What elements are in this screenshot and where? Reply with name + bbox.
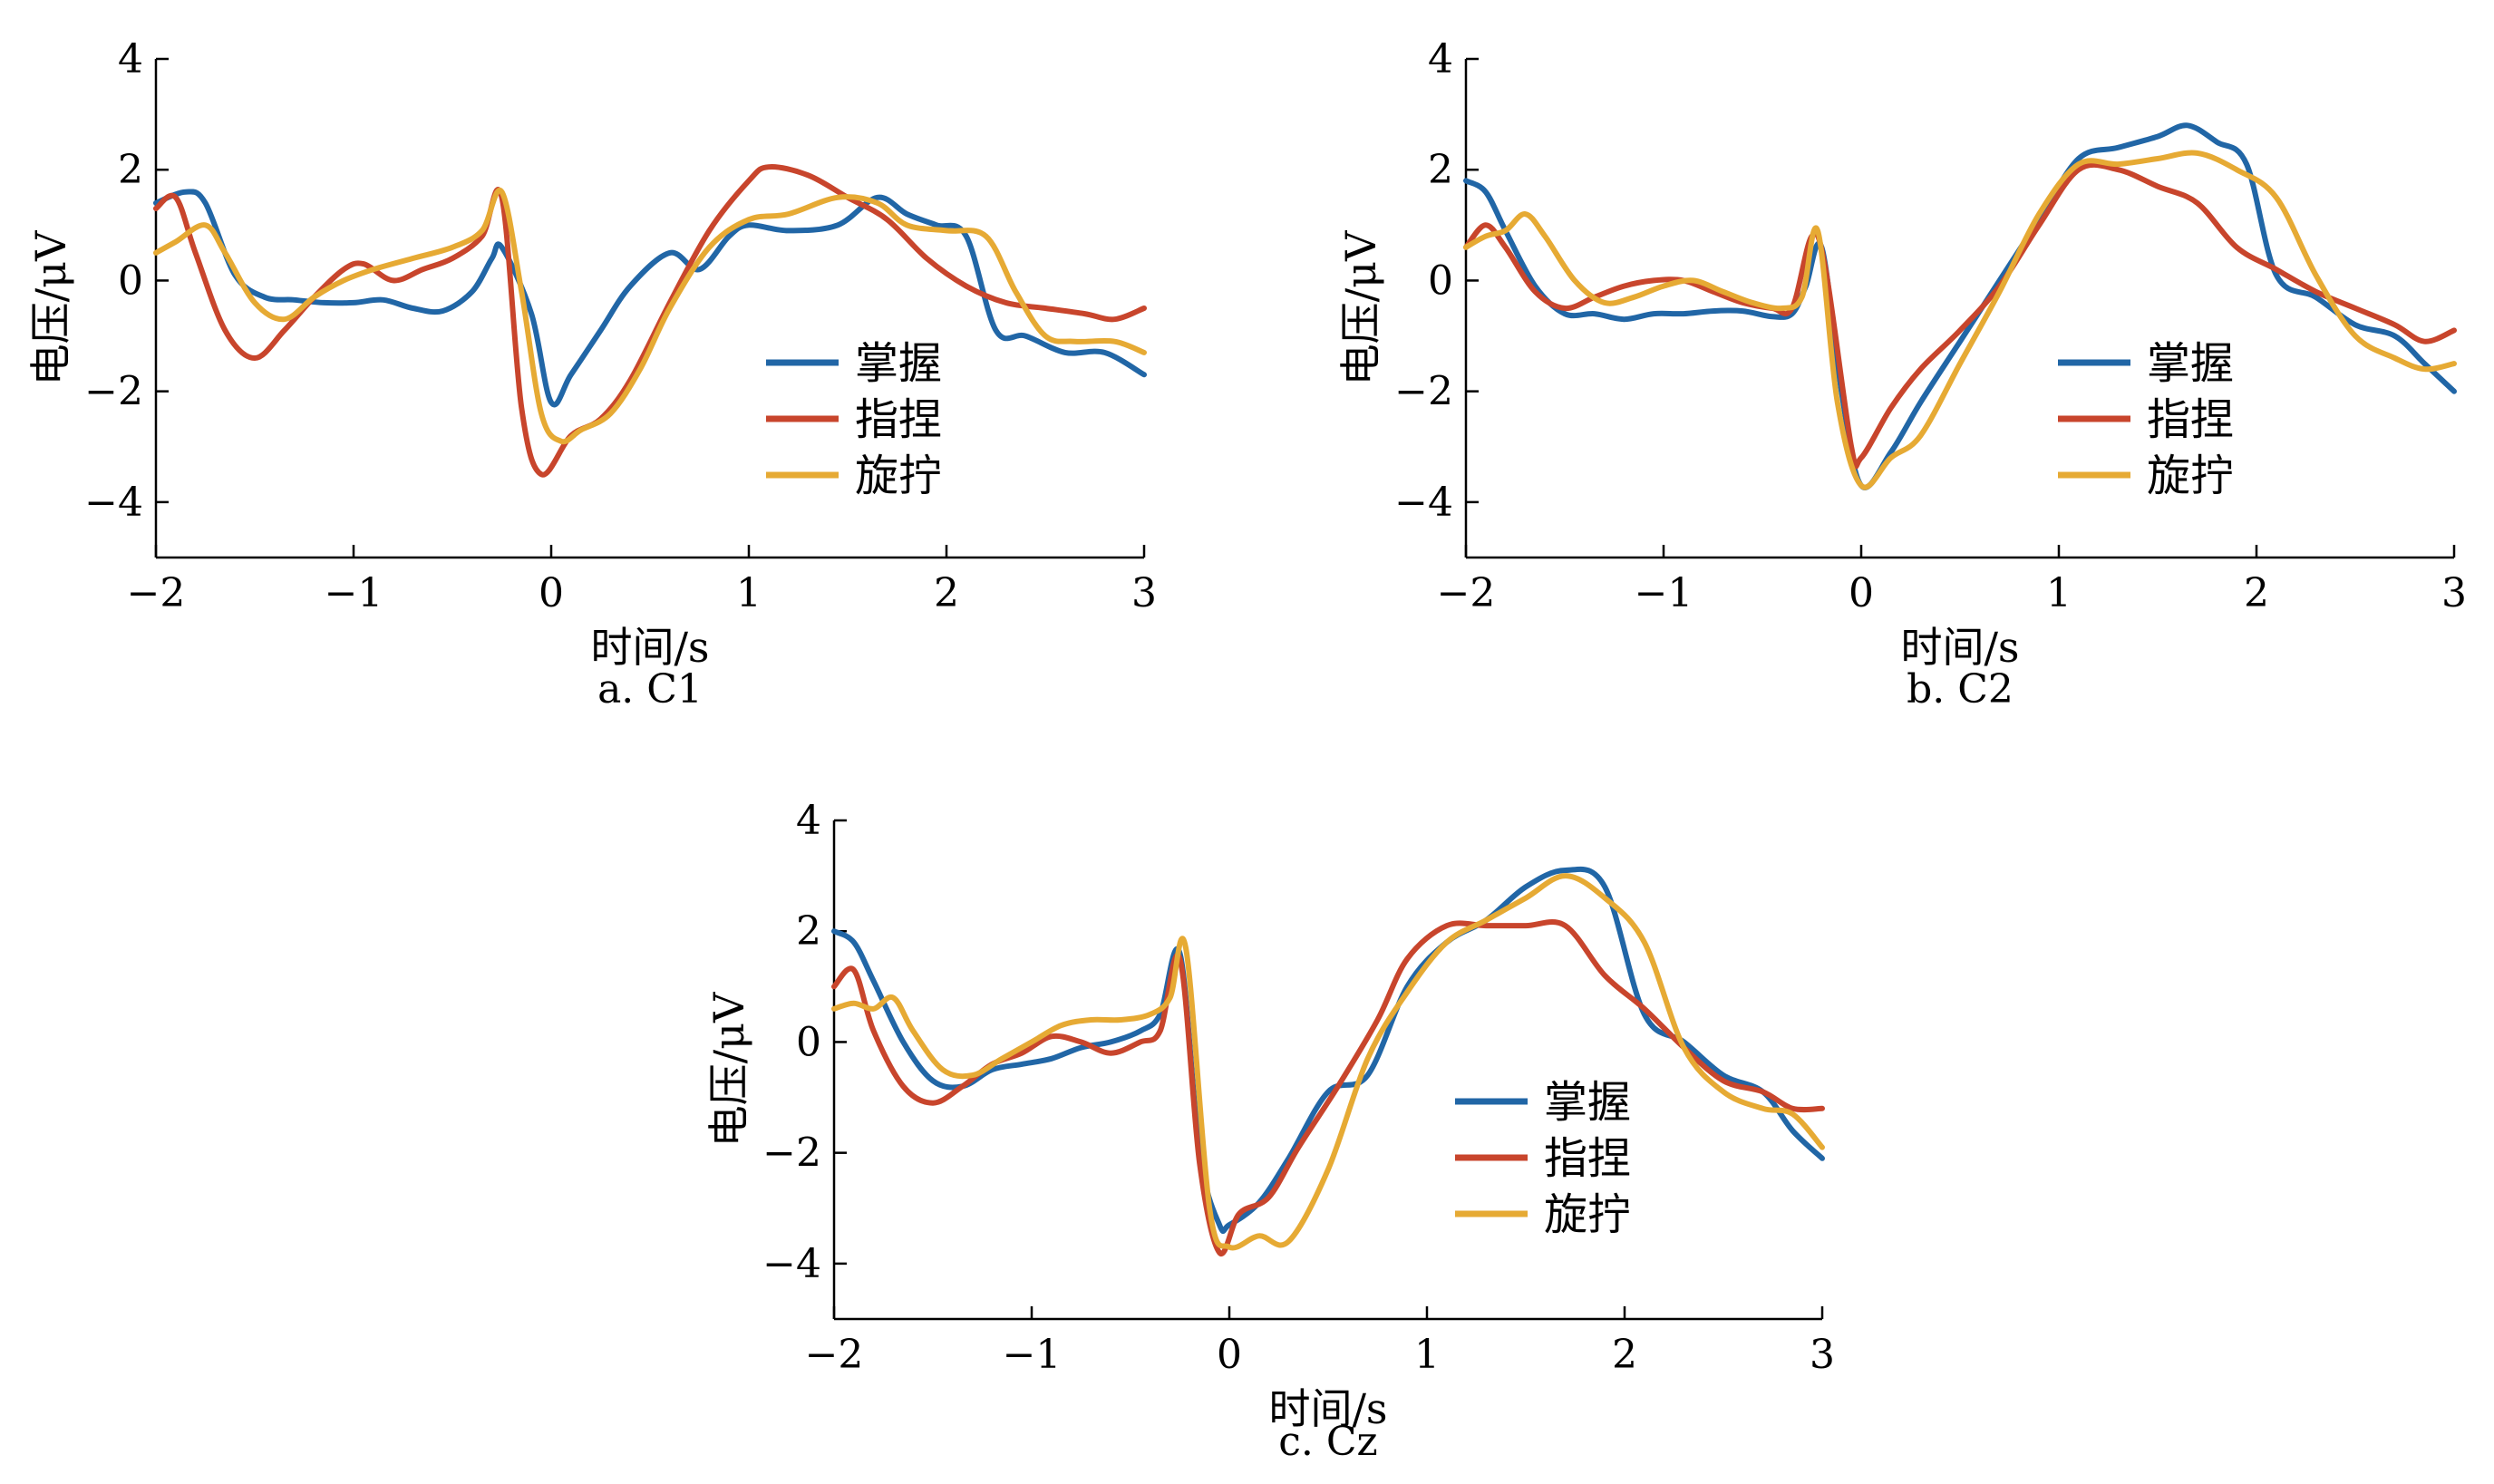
x-tick-label: 2	[2244, 570, 2269, 616]
panel-caption: a. C1	[597, 666, 703, 713]
y-tick-label: 4	[1428, 36, 1453, 82]
series-line-3	[831, 873, 1825, 1251]
x-tick-label: 0	[539, 570, 564, 616]
x-tick-label: −1	[325, 570, 383, 616]
x-tick-label: −2	[805, 1332, 864, 1378]
legend-label: 指捏	[1544, 1133, 1631, 1184]
x-tick-label: −2	[127, 570, 186, 616]
x-tick-label: 0	[1849, 570, 1874, 616]
x-tick-label: 1	[736, 570, 762, 616]
x-tick-label: 0	[1217, 1332, 1242, 1378]
x-tick-label: 2	[1612, 1332, 1637, 1378]
x-axis-title: 时间/s	[590, 623, 709, 672]
y-tick-label: 2	[118, 147, 143, 193]
x-tick-label: −1	[1635, 570, 1693, 616]
legend-label: 掌握	[855, 338, 942, 389]
y-tick-label: 4	[118, 36, 143, 82]
series-line-2	[153, 164, 1147, 478]
x-axis-title: 时间/s	[1268, 1384, 1387, 1433]
x-tick-label: 3	[1131, 570, 1157, 616]
y-tick-label: −4	[84, 480, 143, 526]
legend-label: 掌握	[2147, 338, 2234, 389]
x-tick-label: −1	[1003, 1332, 1062, 1378]
panel-caption: b. C2	[1907, 666, 2014, 713]
y-axis-title: 电压/μV	[26, 230, 75, 385]
y-tick-label: −2	[762, 1130, 821, 1177]
series-line-3	[1463, 150, 2457, 490]
legend-label: 旋拧	[2147, 451, 2234, 501]
y-tick-label: 0	[796, 1019, 821, 1065]
y-tick-label: 0	[1428, 257, 1453, 304]
legend-label: 旋拧	[855, 451, 942, 501]
y-tick-label: −2	[84, 369, 143, 415]
y-tick-label: 2	[1428, 147, 1453, 193]
x-tick-label: 3	[2441, 570, 2467, 616]
series-line-2	[1463, 161, 2457, 470]
series-line-3	[153, 187, 1147, 445]
y-tick-label: 4	[796, 798, 821, 844]
y-tick-label: −2	[1394, 369, 1453, 415]
x-tick-label: 1	[1414, 1332, 1440, 1378]
y-tick-label: −4	[1394, 480, 1453, 526]
x-axis-title: 时间/s	[1900, 623, 2019, 672]
y-tick-label: 2	[796, 908, 821, 955]
series-line-1	[1463, 122, 2457, 490]
x-tick-label: 1	[2046, 570, 2072, 616]
legend-label: 指捏	[855, 394, 942, 445]
y-tick-label: −4	[762, 1241, 821, 1287]
x-tick-label: 2	[934, 570, 959, 616]
x-tick-label: −2	[1437, 570, 1496, 616]
y-axis-title: 电压/μV	[1336, 230, 1385, 385]
series-line-2	[831, 919, 1825, 1256]
legend-label: 掌握	[1544, 1077, 1631, 1128]
series-line-1	[831, 866, 1825, 1235]
legend-label: 指捏	[2147, 394, 2234, 445]
legend-label: 旋拧	[1544, 1189, 1631, 1240]
y-axis-title: 电压/μV	[704, 992, 753, 1147]
y-tick-label: 0	[118, 257, 143, 304]
x-tick-label: 3	[1810, 1332, 1835, 1378]
panel-caption: c. Cz	[1278, 1419, 1377, 1465]
